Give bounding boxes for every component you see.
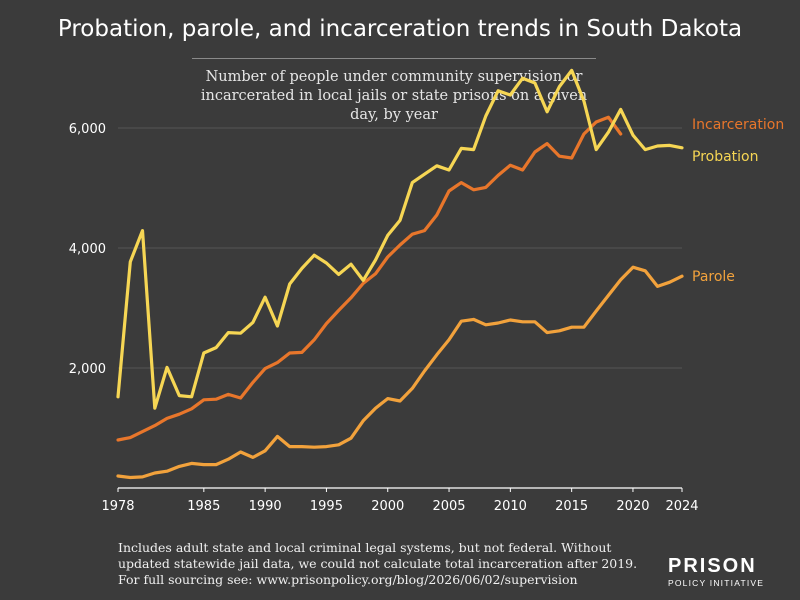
- gridlines: [118, 127, 682, 369]
- x-tick-label: 1990: [249, 499, 282, 514]
- y-axis: 2,000 4,000 6,000: [69, 122, 106, 377]
- chart-title: Probation, parole, and incarceration tre…: [57, 16, 743, 42]
- series-label-probation: Probation: [692, 149, 759, 165]
- x-tick-label: 2000: [371, 499, 404, 514]
- x-tick-label: 2024: [665, 499, 698, 514]
- footnote-line-2: updated statewide jail data, we could no…: [118, 556, 638, 571]
- series-line-incarceration: [116, 115, 623, 442]
- footnote-line-3: For full sourcing see: www.prisonpolicy.…: [118, 572, 578, 587]
- x-tick-label: 2015: [555, 499, 588, 514]
- y-tick-label: 2,000: [69, 362, 106, 377]
- y-tick-label: 6,000: [69, 122, 106, 137]
- chart-subtitle: Number of people under community supervi…: [200, 69, 588, 123]
- series-label-incarceration: Incarceration: [692, 117, 784, 133]
- x-tick-label: 2005: [432, 499, 465, 514]
- x-tick-label: 1978: [101, 499, 134, 514]
- series-label-parole: Parole: [692, 269, 735, 285]
- x-axis: 1978 1985 1990 1995 2000 2005 2010 2015 2020 2024: [101, 487, 699, 514]
- footnote: Includes adult state and local criminal …: [118, 540, 638, 588]
- series-line-parole: [116, 265, 684, 480]
- series-lines: [116, 68, 684, 480]
- footnote-line-1: Includes adult state and local criminal …: [118, 540, 612, 555]
- x-tick-label: 2010: [494, 499, 527, 514]
- x-tick-label: 1985: [187, 499, 220, 514]
- series-line-probation: [116, 68, 684, 410]
- y-tick-label: 4,000: [69, 242, 106, 257]
- prison-policy-logo: PRISON POLICY INITIATIVE: [668, 556, 788, 588]
- x-tick-label: 2020: [616, 499, 649, 514]
- series-labels: Incarceration Probation Parole: [692, 117, 784, 285]
- logo-main-text: PRISON: [668, 555, 757, 577]
- x-tick-label: 1995: [310, 499, 343, 514]
- logo-sub-text: POLICY INITIATIVE: [668, 578, 765, 588]
- title-divider: [192, 58, 596, 59]
